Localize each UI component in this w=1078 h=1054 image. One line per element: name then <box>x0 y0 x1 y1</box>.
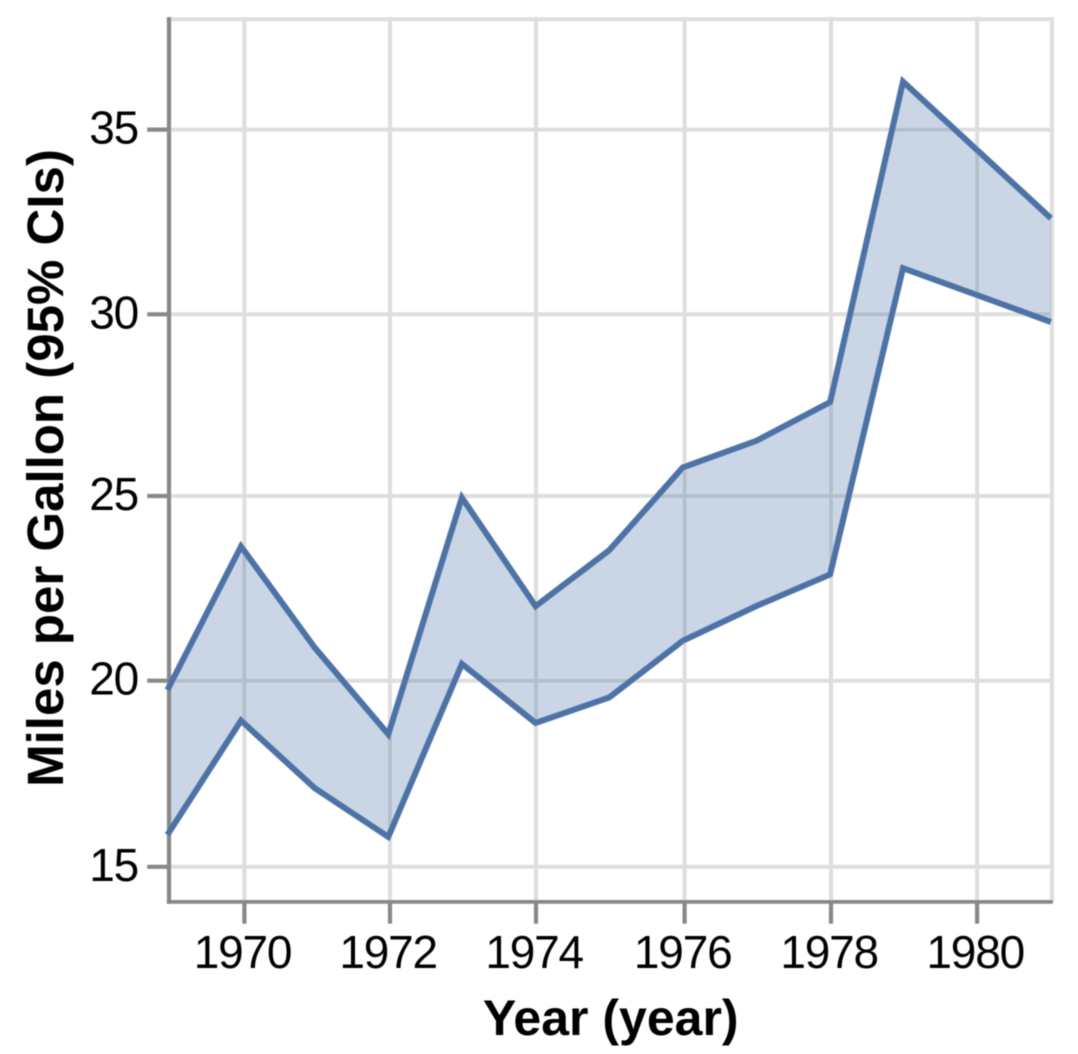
svg-text:1980: 1980 <box>926 926 1024 978</box>
svg-text:1978: 1978 <box>780 926 878 978</box>
svg-text:1976: 1976 <box>634 926 732 978</box>
svg-text:1972: 1972 <box>339 926 437 978</box>
svg-text:Year (year): Year (year) <box>483 990 739 1046</box>
svg-text:20: 20 <box>89 653 138 705</box>
svg-text:35: 35 <box>89 102 138 154</box>
svg-text:Miles per Gallon (95% CIs): Miles per Gallon (95% CIs) <box>17 149 74 787</box>
svg-text:1974: 1974 <box>485 926 583 978</box>
svg-text:15: 15 <box>89 839 138 891</box>
svg-text:25: 25 <box>89 468 138 520</box>
svg-text:30: 30 <box>89 286 138 338</box>
svg-text:1970: 1970 <box>194 926 292 978</box>
